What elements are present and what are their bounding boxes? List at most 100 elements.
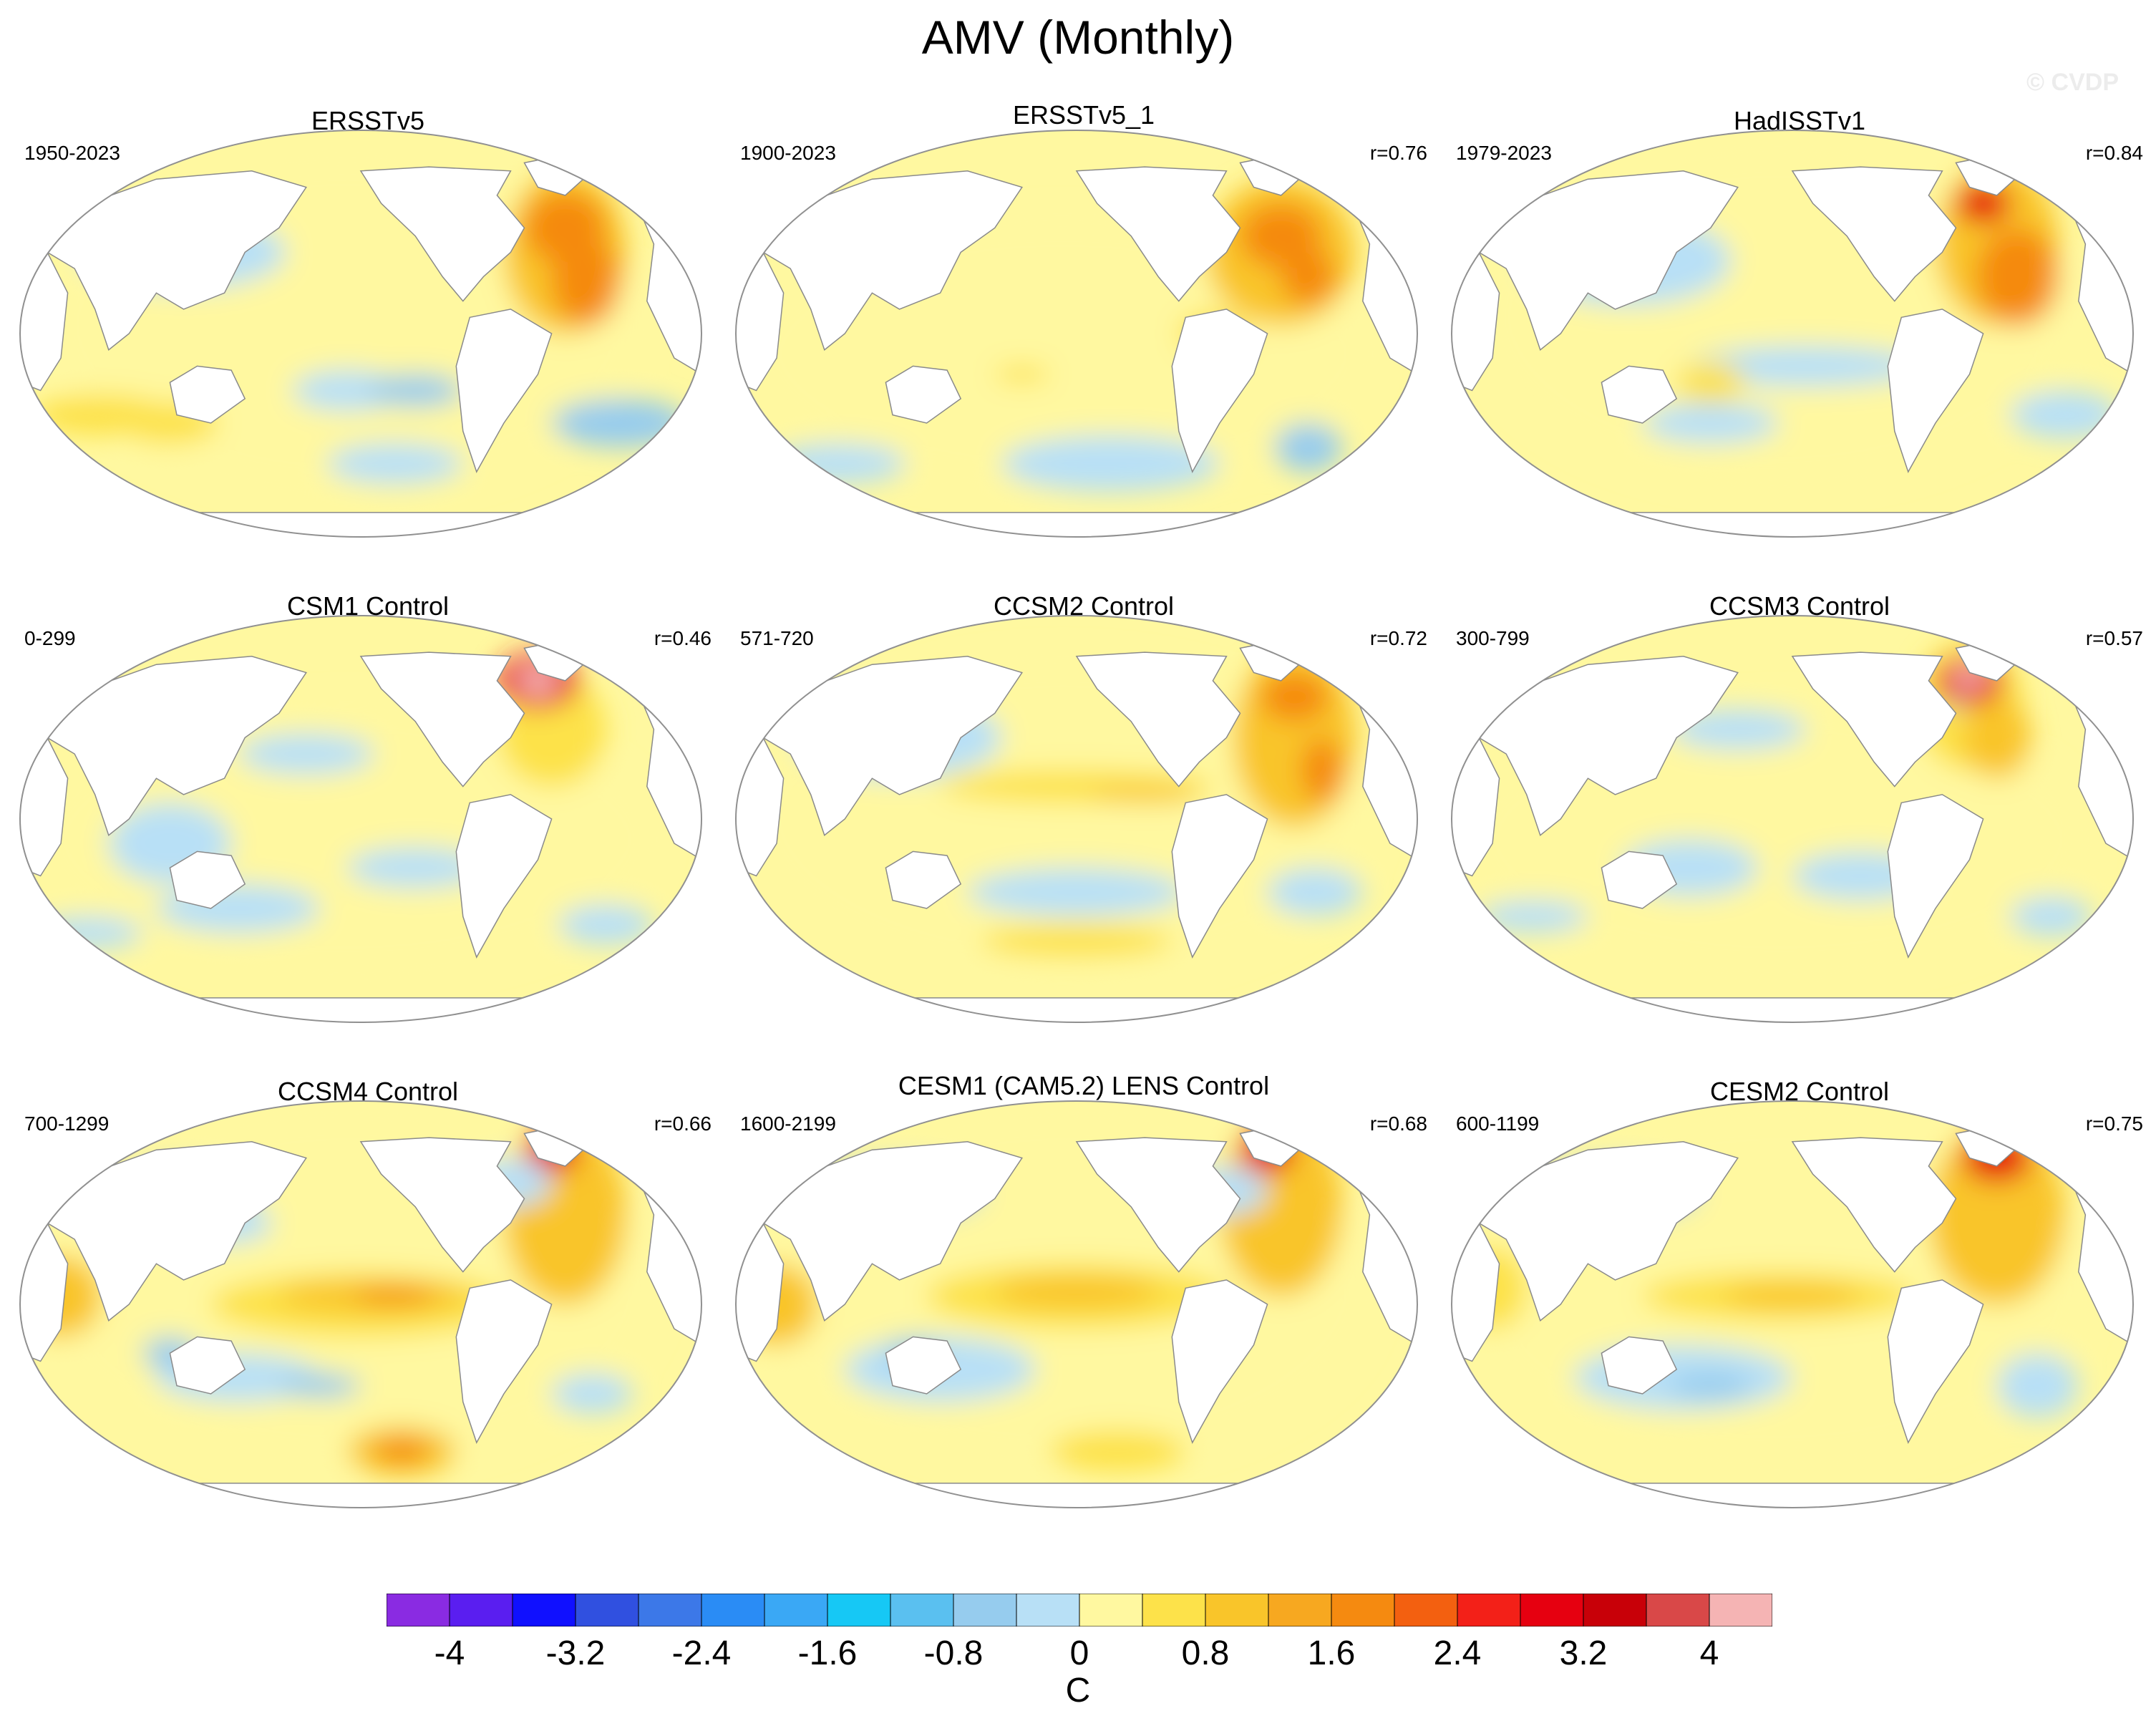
anomaly-region: [551, 398, 688, 448]
anomaly-region: [1669, 1373, 1752, 1398]
panel-years: 1950-2023: [24, 142, 120, 164]
colorbar-tick-label: 2.4: [1433, 1634, 1482, 1672]
land-south-america: [455, 1279, 553, 1444]
map-panel: CESM2 Control 600-1199 r=0.75: [1442, 1077, 2156, 1535]
anomaly-region: [551, 236, 620, 326]
panel-correlation: r=0.84: [2085, 142, 2143, 164]
anomaly-region: [994, 1276, 1159, 1309]
anomaly-region: [346, 847, 484, 888]
robinson-map: [19, 1100, 702, 1508]
land-south-america: [1887, 309, 1984, 473]
colorbar-swatch: [1646, 1594, 1710, 1627]
colorbar-swatch: [575, 1594, 639, 1627]
land-australia: [169, 850, 246, 909]
map-panel: CCSM4 Control 700-1299 r=0.66: [10, 1077, 726, 1535]
panel-title: CESM2 Control: [1709, 1077, 1890, 1106]
land-antarctica: [20, 997, 701, 1022]
anomaly-region: [967, 868, 1186, 917]
panel-title: CCSM4 Control: [277, 1077, 459, 1106]
figure-title: AMV (Monthly): [921, 11, 1235, 64]
panel-correlation: r=0.57: [2085, 627, 2143, 649]
robinson-map: [735, 615, 1418, 1023]
colorbar-swatch: [1268, 1594, 1332, 1627]
land-south-america: [455, 309, 553, 473]
land-asia: [46, 1141, 307, 1322]
colorbar-swatch: [1079, 1594, 1143, 1627]
anomaly-region: [1976, 228, 2059, 326]
land-north-america: [359, 651, 525, 787]
cvdp-watermark: © CVDP: [2026, 69, 2119, 96]
land-asia: [762, 170, 1023, 351]
map-border: [1451, 1100, 2134, 1508]
panel-years: 1600-2199: [740, 1112, 836, 1135]
map-panel: HadISSTv1 1979-2023 r=0.84: [1442, 106, 2156, 564]
map-border: [1451, 615, 2134, 1023]
panel-years: 1979-2023: [1456, 142, 1552, 164]
anomaly-region: [1928, 1125, 2065, 1304]
anomaly-region: [1479, 900, 1588, 934]
panel-title: CSM1 Control: [286, 591, 450, 621]
map-border: [19, 130, 702, 538]
colorbar-swatch: [1205, 1594, 1269, 1627]
colorbar-tick-label: -1.6: [797, 1634, 858, 1672]
panel-correlation: r=0.68: [1369, 1112, 1427, 1135]
anomaly-region: [278, 1373, 361, 1398]
panel-years: 1900-2023: [740, 142, 836, 164]
panel-title: CCSM3 Control: [1709, 591, 1890, 621]
map-panel: ERSSTv5 1950-2023: [10, 106, 726, 564]
robinson-map: [1451, 615, 2134, 1023]
map-panel: CCSM3 Control 300-799 r=0.57: [1442, 591, 2156, 1049]
land-antarctica: [1452, 997, 2133, 1022]
panel-title: CCSM2 Control: [993, 591, 1175, 621]
anomaly-region: [994, 366, 1049, 383]
land-north-america: [359, 1137, 525, 1273]
colorbar-unit: C: [1065, 1672, 1091, 1710]
anomaly-region: [1669, 709, 1807, 750]
land-antarctica: [1452, 1483, 2133, 1508]
panel-correlation: r=0.72: [1369, 627, 1427, 649]
colorbar-swatch: [449, 1594, 513, 1627]
anomaly-region: [1001, 435, 1220, 493]
anomaly-region: [1281, 248, 1336, 306]
land-north-america: [1791, 651, 1957, 787]
land-south-america: [1171, 1279, 1268, 1444]
colorbar-swatch: [1394, 1594, 1458, 1627]
anomaly-region: [238, 733, 375, 775]
panel-correlation: r=0.66: [654, 1112, 712, 1135]
anomaly-region: [1996, 1353, 2079, 1419]
anomaly-region: [1948, 700, 1963, 710]
colorbar-swatch: [1457, 1594, 1521, 1627]
land-north-america: [1791, 1137, 1957, 1273]
colorbar-tick-label: 4: [1699, 1634, 1719, 1672]
map-panel: ERSSTv5_1 1900-2023 r=0.76: [726, 100, 1442, 564]
colorbar-swatch: [827, 1594, 891, 1627]
land-antarctica: [736, 1483, 1417, 1508]
anomaly-region: [551, 1373, 633, 1415]
land-north-america: [359, 166, 525, 302]
anomaly-region: [769, 443, 906, 485]
robinson-map: [735, 1100, 1418, 1508]
anomaly-region: [2010, 896, 2092, 937]
panel-years: 600-1199: [1456, 1112, 1540, 1135]
land-australia: [885, 850, 962, 909]
land-australia: [169, 1336, 246, 1395]
colorbar-swatch: [638, 1594, 702, 1627]
land-north-america: [1075, 1137, 1241, 1273]
colorbar-swatch: [1331, 1594, 1395, 1627]
anomaly-region: [354, 1288, 436, 1304]
land-australia: [1601, 1336, 1678, 1395]
land-north-america: [1075, 166, 1241, 302]
colorbar-swatch: [764, 1594, 828, 1627]
anomaly-region: [1261, 672, 1329, 722]
land-antarctica: [20, 512, 701, 537]
colorbar-swatch: [953, 1594, 1017, 1627]
anomaly-region: [981, 924, 1172, 958]
anomaly-region: [1690, 346, 1922, 387]
panel-title: CESM1 (CAM5.2) LENS Control: [898, 1071, 1270, 1100]
panel-years: 700-1299: [24, 1112, 110, 1135]
anomaly-region: [1090, 786, 1200, 803]
panel-title: ERSSTv5_1: [1012, 100, 1155, 130]
colorbar-swatch: [512, 1594, 576, 1627]
map-border: [735, 615, 1418, 1023]
anomaly-region: [34, 916, 143, 949]
